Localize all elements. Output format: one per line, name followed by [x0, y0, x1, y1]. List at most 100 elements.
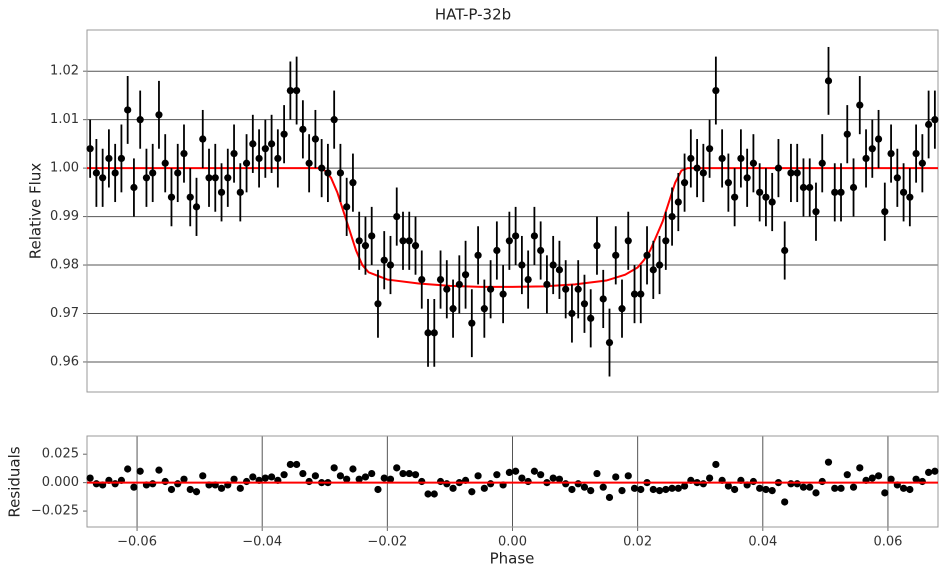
data-point: [149, 169, 157, 177]
data-point: [161, 477, 169, 486]
data-point: [881, 489, 889, 497]
data-point: [486, 480, 495, 488]
data-point: [530, 467, 539, 475]
data-point: [743, 174, 751, 182]
data-point: [843, 471, 851, 479]
data-point: [280, 130, 288, 138]
data-point: [374, 485, 382, 494]
data-point: [856, 464, 864, 472]
data-point: [512, 232, 520, 240]
data-point: [92, 480, 100, 488]
data-point: [167, 193, 176, 201]
data-point: [649, 266, 657, 274]
data-point: [443, 285, 451, 293]
data-point: [849, 483, 858, 491]
data-point: [130, 483, 138, 491]
data-point: [912, 475, 920, 483]
y-tick-label: −0.025: [31, 504, 79, 519]
plot-frame: [86, 29, 939, 393]
data-point: [624, 237, 632, 245]
data-point: [330, 464, 338, 472]
model-line: [87, 167, 938, 288]
data-point: [599, 483, 607, 491]
data-point: [305, 477, 313, 486]
data-point: [680, 482, 689, 490]
x-tick-label: 0.04: [748, 535, 777, 550]
data-point: [849, 183, 858, 192]
data-point: [468, 488, 476, 496]
data-point: [649, 485, 657, 494]
data-point: [618, 305, 626, 313]
data-point: [405, 237, 413, 245]
data-point: [737, 154, 745, 163]
data-point: [893, 174, 901, 182]
data-point: [349, 179, 357, 187]
data-point: [706, 145, 714, 153]
data-point: [436, 275, 445, 284]
data-point: [180, 149, 188, 158]
data-point: [155, 466, 163, 474]
data-point: [837, 188, 845, 196]
data-point: [543, 280, 551, 289]
y-tick-label: 0.000: [42, 475, 79, 490]
data-point: [305, 159, 313, 167]
data-point: [574, 285, 582, 293]
data-point: [831, 484, 839, 492]
data-point: [899, 484, 908, 492]
y-tick-label: 1.02: [50, 64, 79, 79]
data-point: [368, 469, 376, 478]
data-point: [192, 203, 201, 211]
data-point: [643, 251, 651, 259]
data-point: [768, 198, 776, 206]
data-point: [217, 188, 226, 196]
data-point: [818, 159, 826, 167]
data-point: [493, 246, 501, 255]
data-point: [405, 469, 413, 478]
data-point: [868, 145, 876, 153]
data-point: [762, 485, 770, 494]
data-point: [518, 474, 526, 482]
data-point: [887, 475, 895, 483]
data-point: [411, 471, 420, 479]
data-point: [925, 468, 933, 476]
data-point: [230, 149, 238, 158]
data-point: [887, 149, 895, 158]
data-point: [612, 251, 620, 259]
data-point: [217, 484, 226, 492]
data-point: [230, 475, 238, 483]
data-point: [299, 469, 307, 478]
data-point: [831, 188, 839, 196]
data-point: [174, 480, 182, 488]
y-axis-label: Residuals: [6, 446, 24, 517]
data-point: [343, 475, 351, 483]
data-point: [731, 193, 739, 201]
data-point: [906, 485, 914, 494]
data-point: [211, 174, 219, 182]
data-point: [236, 484, 244, 492]
data-point: [418, 275, 426, 284]
data-point: [680, 179, 689, 187]
data-point: [117, 154, 126, 163]
data-point: [224, 174, 232, 182]
data-point: [931, 467, 939, 475]
data-point: [699, 169, 707, 177]
data-point: [918, 477, 926, 486]
data-point: [380, 474, 388, 482]
data-point: [593, 469, 601, 478]
data-point: [524, 477, 532, 486]
data-point: [493, 471, 501, 479]
data-point: [662, 237, 670, 245]
x-tick-label: 0.02: [623, 535, 652, 550]
data-point: [806, 183, 814, 192]
data-point: [874, 472, 883, 480]
x-tick-label: 0.06: [873, 535, 902, 550]
data-point: [674, 198, 682, 206]
data-point: [136, 467, 144, 475]
data-point: [361, 473, 370, 481]
data-point: [330, 116, 338, 124]
data-point: [349, 465, 357, 473]
y-axis-label: Relative Flux: [27, 163, 45, 260]
data-point: [824, 77, 833, 85]
data-point: [386, 261, 395, 269]
data-point: [862, 154, 870, 163]
